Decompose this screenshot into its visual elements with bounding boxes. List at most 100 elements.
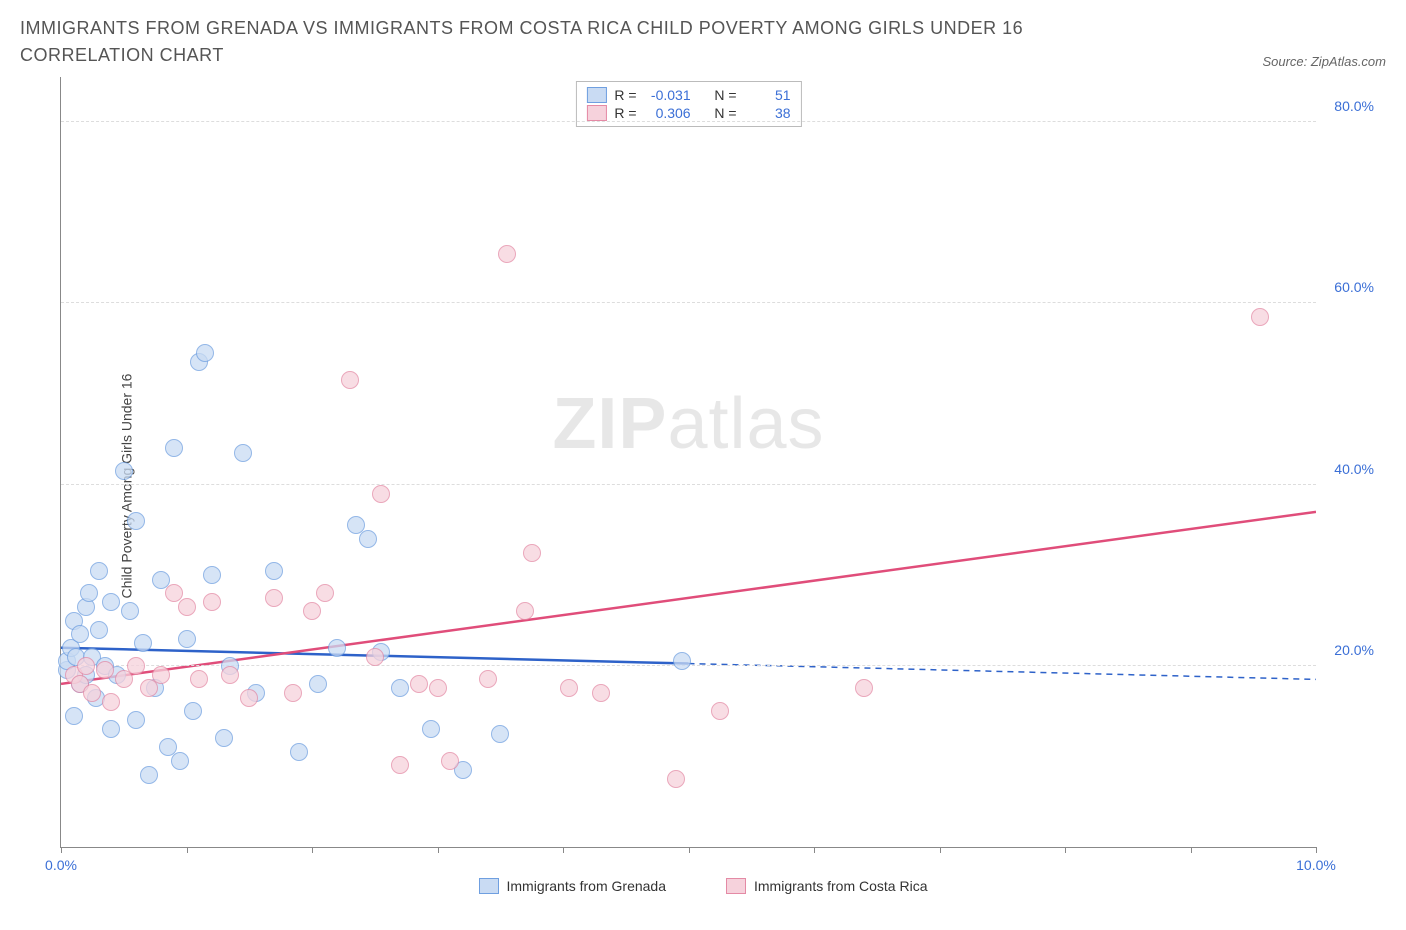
data-point-costarica [316,584,334,602]
data-point-costarica [523,544,541,562]
series-legend: Immigrants from Grenada Immigrants from C… [20,878,1386,894]
source-label: Source: ZipAtlas.com [1262,54,1386,69]
x-tick [940,847,941,853]
legend-swatch-icon [586,105,606,121]
data-point-costarica [152,666,170,684]
legend-item: Immigrants from Grenada [479,878,667,894]
data-point-grenada [127,512,145,530]
data-point-grenada [422,720,440,738]
data-point-costarica [592,684,610,702]
data-point-grenada [196,344,214,362]
legend-swatch-icon [726,878,746,894]
r-value: -0.031 [645,87,691,103]
data-point-grenada [178,630,196,648]
data-point-costarica [410,675,428,693]
y-tick-label: 80.0% [1334,98,1374,114]
data-point-costarica [391,756,409,774]
legend-stat-row: R = -0.031 N = 51 [586,86,790,104]
data-point-grenada [171,752,189,770]
data-point-grenada [80,584,98,602]
x-tick [563,847,564,853]
trendline-extrapolated-grenada [689,664,1317,680]
legend-swatch-icon [586,87,606,103]
gridline [61,302,1316,303]
data-point-grenada [673,652,691,670]
data-point-grenada [134,634,152,652]
data-point-costarica [96,661,114,679]
data-point-costarica [341,371,359,389]
y-tick-label: 40.0% [1334,461,1374,477]
data-point-grenada [165,439,183,457]
y-tick-label: 60.0% [1334,279,1374,295]
data-point-costarica [479,670,497,688]
legend-label: Immigrants from Grenada [507,878,667,894]
r-label: R = [614,105,636,121]
data-point-grenada [115,462,133,480]
data-point-costarica [366,648,384,666]
data-point-grenada [265,562,283,580]
x-tick-label: 10.0% [1296,857,1336,873]
data-point-costarica [203,593,221,611]
data-point-grenada [491,725,509,743]
data-point-costarica [127,657,145,675]
y-tick-label: 20.0% [1334,642,1374,658]
data-point-costarica [83,684,101,702]
legend-swatch-icon [479,878,499,894]
data-point-grenada [121,602,139,620]
scatter-plot: ZIPatlas R =-0.031 N =51R =0.306 N =38 2… [60,77,1316,848]
data-point-costarica [221,666,239,684]
data-point-costarica [1251,308,1269,326]
data-point-costarica [190,670,208,688]
data-point-grenada [90,621,108,639]
correlation-legend: R =-0.031 N =51R =0.306 N =38 [575,81,801,127]
data-point-grenada [102,720,120,738]
data-point-costarica [303,602,321,620]
data-point-costarica [429,679,447,697]
data-point-costarica [77,657,95,675]
x-tick [187,847,188,853]
data-point-grenada [203,566,221,584]
data-point-grenada [359,530,377,548]
data-point-grenada [65,707,83,725]
data-point-costarica [240,689,258,707]
x-tick [1065,847,1066,853]
data-point-grenada [290,743,308,761]
legend-stat-row: R =0.306 N =38 [586,104,790,122]
data-point-grenada [234,444,252,462]
r-value: 0.306 [645,105,691,121]
x-tick [438,847,439,853]
r-label: R = [614,87,636,103]
n-value: 51 [745,87,791,103]
data-point-grenada [184,702,202,720]
data-point-costarica [560,679,578,697]
gridline [61,121,1316,122]
data-point-grenada [71,625,89,643]
x-tick [312,847,313,853]
x-tick [1316,847,1317,853]
x-tick [1191,847,1192,853]
data-point-costarica [284,684,302,702]
data-point-costarica [711,702,729,720]
data-point-costarica [178,598,196,616]
data-point-costarica [855,679,873,697]
data-point-costarica [498,245,516,263]
data-point-grenada [391,679,409,697]
n-label: N = [714,105,736,121]
n-label: N = [714,87,736,103]
data-point-costarica [516,602,534,620]
legend-item: Immigrants from Costa Rica [726,878,927,894]
data-point-grenada [328,639,346,657]
gridline [61,484,1316,485]
x-tick [689,847,690,853]
data-point-grenada [102,593,120,611]
data-point-grenada [140,766,158,784]
x-tick [814,847,815,853]
data-point-grenada [90,562,108,580]
data-point-grenada [215,729,233,747]
chart-title: IMMIGRANTS FROM GRENADA VS IMMIGRANTS FR… [20,15,1120,69]
legend-label: Immigrants from Costa Rica [754,878,927,894]
data-point-grenada [309,675,327,693]
x-tick-label: 0.0% [45,857,77,873]
data-point-costarica [372,485,390,503]
data-point-costarica [102,693,120,711]
